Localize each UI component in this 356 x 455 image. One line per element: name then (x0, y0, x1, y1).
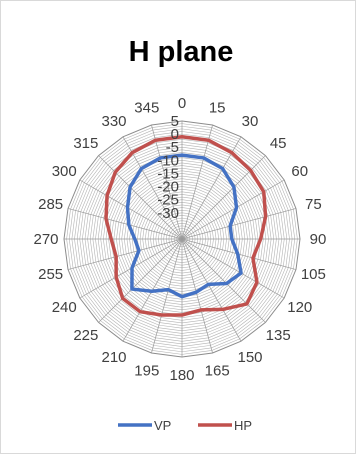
radial-tick-label: -30 (157, 205, 179, 222)
angle-tick-label: 105 (301, 266, 326, 283)
grid-spoke (181, 124, 213, 240)
series-line-vp (125, 153, 243, 299)
angle-tick-label: 135 (266, 327, 291, 344)
grid-spoke (181, 238, 266, 323)
grid-spoke (181, 208, 297, 240)
angle-tick-label: 15 (209, 100, 226, 117)
angle-tick-label: 315 (73, 135, 98, 152)
grid-spoke (181, 238, 285, 299)
angle-tick-label: 195 (134, 362, 159, 379)
angle-tick-label: 225 (73, 327, 98, 344)
angle-tick-label: 120 (287, 299, 312, 316)
angle-tick-label: 210 (101, 349, 126, 366)
grid-spoke (181, 238, 213, 354)
angle-tick-label: 240 (52, 299, 77, 316)
grid-spoke (181, 179, 285, 240)
radial-tick-label: -10 (157, 152, 179, 169)
radial-tick-label: 5 (171, 113, 179, 130)
legend-label-hp: HP (234, 418, 252, 433)
grid-spoke (151, 124, 183, 240)
radial-tick-labels: 50-5-10-15-20-25-30 (157, 113, 179, 222)
grid-spoke (98, 238, 183, 323)
polar-grid (63, 120, 301, 358)
grid-spoke (79, 179, 183, 240)
grid-spoke (181, 238, 242, 342)
grid-spoke (98, 155, 183, 240)
radial-tick-label: 0 (171, 126, 179, 143)
angle-tick-label: 45 (270, 135, 287, 152)
angle-tick-label: 300 (52, 163, 77, 180)
legend-label-vp: VP (154, 418, 171, 433)
grid-spoke (151, 238, 183, 354)
series-layer (104, 134, 268, 317)
radial-tick-label: -20 (157, 179, 179, 196)
angle-tick-label: 165 (205, 362, 230, 379)
grid-spoke (67, 238, 183, 270)
radial-tick-label: -15 (157, 165, 179, 182)
angle-tick-label: 180 (169, 367, 194, 384)
radial-tick-label: -25 (157, 192, 179, 209)
angle-tick-label: 330 (101, 113, 126, 130)
grid-spoke (67, 208, 183, 240)
angle-tick-label: 345 (134, 100, 159, 117)
angle-tick-label: 0 (178, 95, 186, 112)
chart-title: H plane (129, 36, 234, 68)
angle-tick-label: 255 (38, 266, 63, 283)
angle-tick-label: 60 (291, 163, 308, 180)
legend: VP HP (118, 418, 252, 433)
angle-tick-label: 270 (33, 231, 58, 248)
angle-tick-label: 30 (242, 113, 259, 130)
angle-tick-label: 90 (310, 231, 327, 248)
angle-tick-label: 75 (305, 196, 322, 213)
radial-tick-label: -5 (166, 139, 179, 156)
series-line-hp (104, 134, 268, 317)
angle-tick-label: 285 (38, 196, 63, 213)
angle-tick-label: 150 (237, 349, 262, 366)
